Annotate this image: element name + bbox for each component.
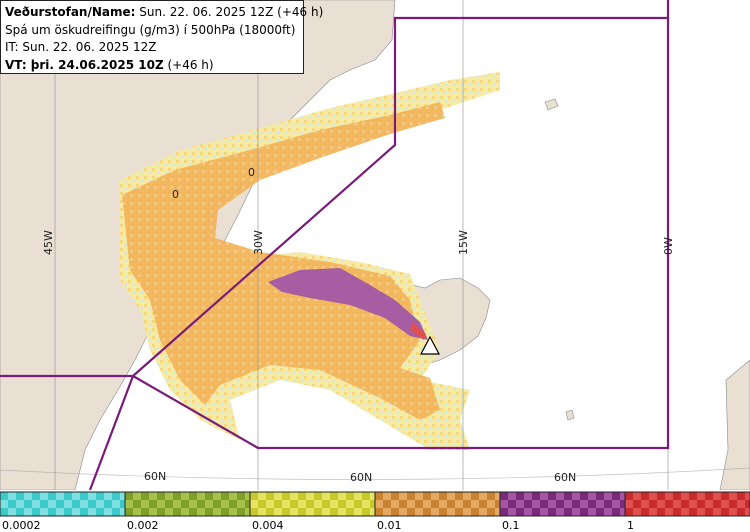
ash-dispersion-map: 45W 30W 15W 0W 60N 60N 60N 0 0 [0,0,750,490]
legend-swatch-4 [374,491,501,517]
info-line-name: Veðurstofan/Name: Sun. 22. 06. 2025 12Z … [5,4,323,22]
volcano-marker-icon [420,335,440,355]
legend-label-3: 0.004 [252,519,284,532]
legend-label-4: 0.01 [377,519,402,532]
parallel-label-60n-2: 60N [350,471,372,484]
ash-plume-high [268,268,428,340]
island-small [565,409,575,421]
legend-swatch-2 [124,491,251,517]
info-line-forecast: Spá um öskudreifingu (g/m3) í 500hPa (18… [5,22,296,37]
info-vt-label: VT: þri. 24.06.2025 10Z [5,57,164,72]
legend-swatch-6 [624,491,750,517]
parallel-label-60n-1: 60N [144,470,166,483]
fir-boundaries [0,0,670,490]
norway-coast [719,359,750,490]
legend-swatch-1 [0,491,126,517]
forecast-info-box: Veðurstofan/Name: Sun. 22. 06. 2025 12Z … [0,0,323,75]
info-line-issue-time: IT: Sun. 22. 06. 2025 12Z [5,40,157,54]
meridian-label-30w: 30W [252,230,265,255]
island-ne [544,98,559,111]
legend-label-2: 0.002 [127,519,159,532]
legend-swatch-5 [499,491,626,517]
legend-label-1: 0.0002 [2,519,41,532]
contour-mark-2: 0 [248,166,255,179]
legend-label-6: 1 [627,519,634,532]
meridian-label-15w: 15W [457,230,470,255]
meridian-label-0w: 0W [662,237,675,255]
concentration-legend: 0.0002 0.002 0.004 0.01 0.1 1 [0,490,750,532]
legend-swatches: 0.0002 0.002 0.004 0.01 0.1 1 [0,491,750,532]
legend-swatch-3 [249,491,376,517]
info-name-value: Sun. 22. 06. 2025 12Z (+46 h) [139,5,324,19]
info-name-label: Veðurstofan/Name: [5,5,136,19]
ash-plume-core [410,322,426,340]
legend-label-5: 0.1 [502,519,520,532]
parallel-label-60n-3: 60N [554,471,576,484]
meridian-label-45w: 45W [42,230,55,255]
ash-plume-mid [122,102,445,420]
info-line-valid-time: VT: þri. 24.06.2025 10Z (+46 h) [5,57,299,75]
info-vt-value: (+46 h) [167,57,214,72]
contour-mark-1: 0 [172,188,179,201]
